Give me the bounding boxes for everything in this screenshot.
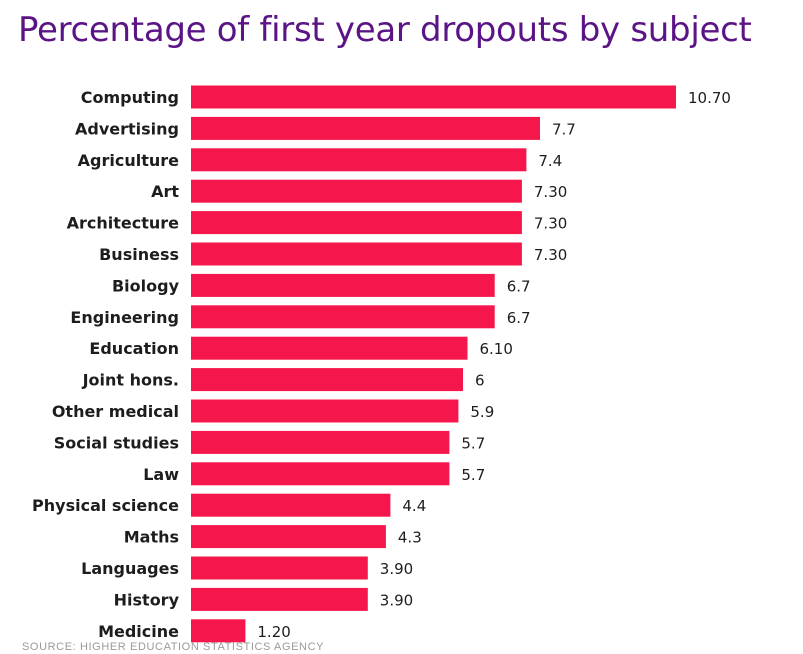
- category-label: History: [114, 590, 180, 609]
- value-label: 7.30: [534, 246, 567, 264]
- value-label: 7.30: [534, 215, 567, 233]
- bar-law: [191, 462, 450, 486]
- bar-languages: [191, 556, 368, 580]
- category-label: Social studies: [54, 433, 179, 452]
- bar-advertising: [191, 116, 540, 140]
- category-label: Computing: [81, 88, 179, 107]
- bar-engineering: [191, 305, 495, 329]
- bar-architecture: [191, 211, 522, 235]
- bar-other-medical: [191, 399, 459, 423]
- value-label: 6.10: [480, 340, 513, 358]
- bar-social-studies: [191, 430, 450, 454]
- bar-medicine: [191, 619, 246, 643]
- category-label: Physical science: [32, 496, 179, 515]
- bar-joint-hons: [191, 368, 463, 392]
- category-label: Advertising: [75, 119, 179, 138]
- value-label: 4.3: [398, 529, 422, 547]
- category-label: Joint hons.: [82, 371, 179, 390]
- source-note: SOURCE: HIGHER EDUCATION STATISTICS AGEN…: [22, 641, 325, 653]
- category-label: Languages: [81, 559, 179, 578]
- category-label: Other medical: [52, 402, 179, 421]
- value-label: 6: [475, 372, 485, 390]
- category-label: Education: [89, 339, 179, 358]
- bar-history: [191, 587, 368, 611]
- value-label: 6.7: [507, 309, 531, 327]
- bar-education: [191, 336, 468, 360]
- value-label: 5.7: [461, 434, 485, 452]
- chart-title: Percentage of first year dropouts by sub…: [18, 10, 752, 50]
- category-label: Maths: [124, 528, 179, 547]
- category-label: Agriculture: [78, 151, 180, 170]
- value-label: 3.90: [380, 560, 413, 578]
- category-label: Biology: [112, 276, 180, 295]
- bar-computing: [191, 85, 676, 109]
- bar-physical-science: [191, 493, 391, 517]
- value-label: 3.90: [380, 591, 413, 609]
- bar-agriculture: [191, 148, 527, 172]
- value-label: 1.20: [257, 623, 290, 641]
- bar-art: [191, 179, 522, 203]
- value-label: 7.7: [552, 120, 576, 138]
- value-label: 5.9: [470, 403, 494, 421]
- value-label: 7.4: [538, 152, 562, 170]
- bar-business: [191, 242, 522, 266]
- category-label: Architecture: [67, 214, 180, 233]
- value-label: 5.7: [461, 466, 485, 484]
- category-label: Art: [151, 182, 179, 201]
- category-label: Business: [99, 245, 179, 264]
- bar-biology: [191, 273, 495, 297]
- category-label: Engineering: [70, 308, 179, 327]
- value-label: 6.7: [507, 277, 531, 295]
- category-label: Law: [143, 465, 179, 484]
- value-label: 4.4: [402, 497, 426, 515]
- bar-maths: [191, 525, 386, 549]
- value-label: 7.30: [534, 183, 567, 201]
- value-label: 10.70: [688, 89, 731, 107]
- category-label: Medicine: [98, 622, 179, 641]
